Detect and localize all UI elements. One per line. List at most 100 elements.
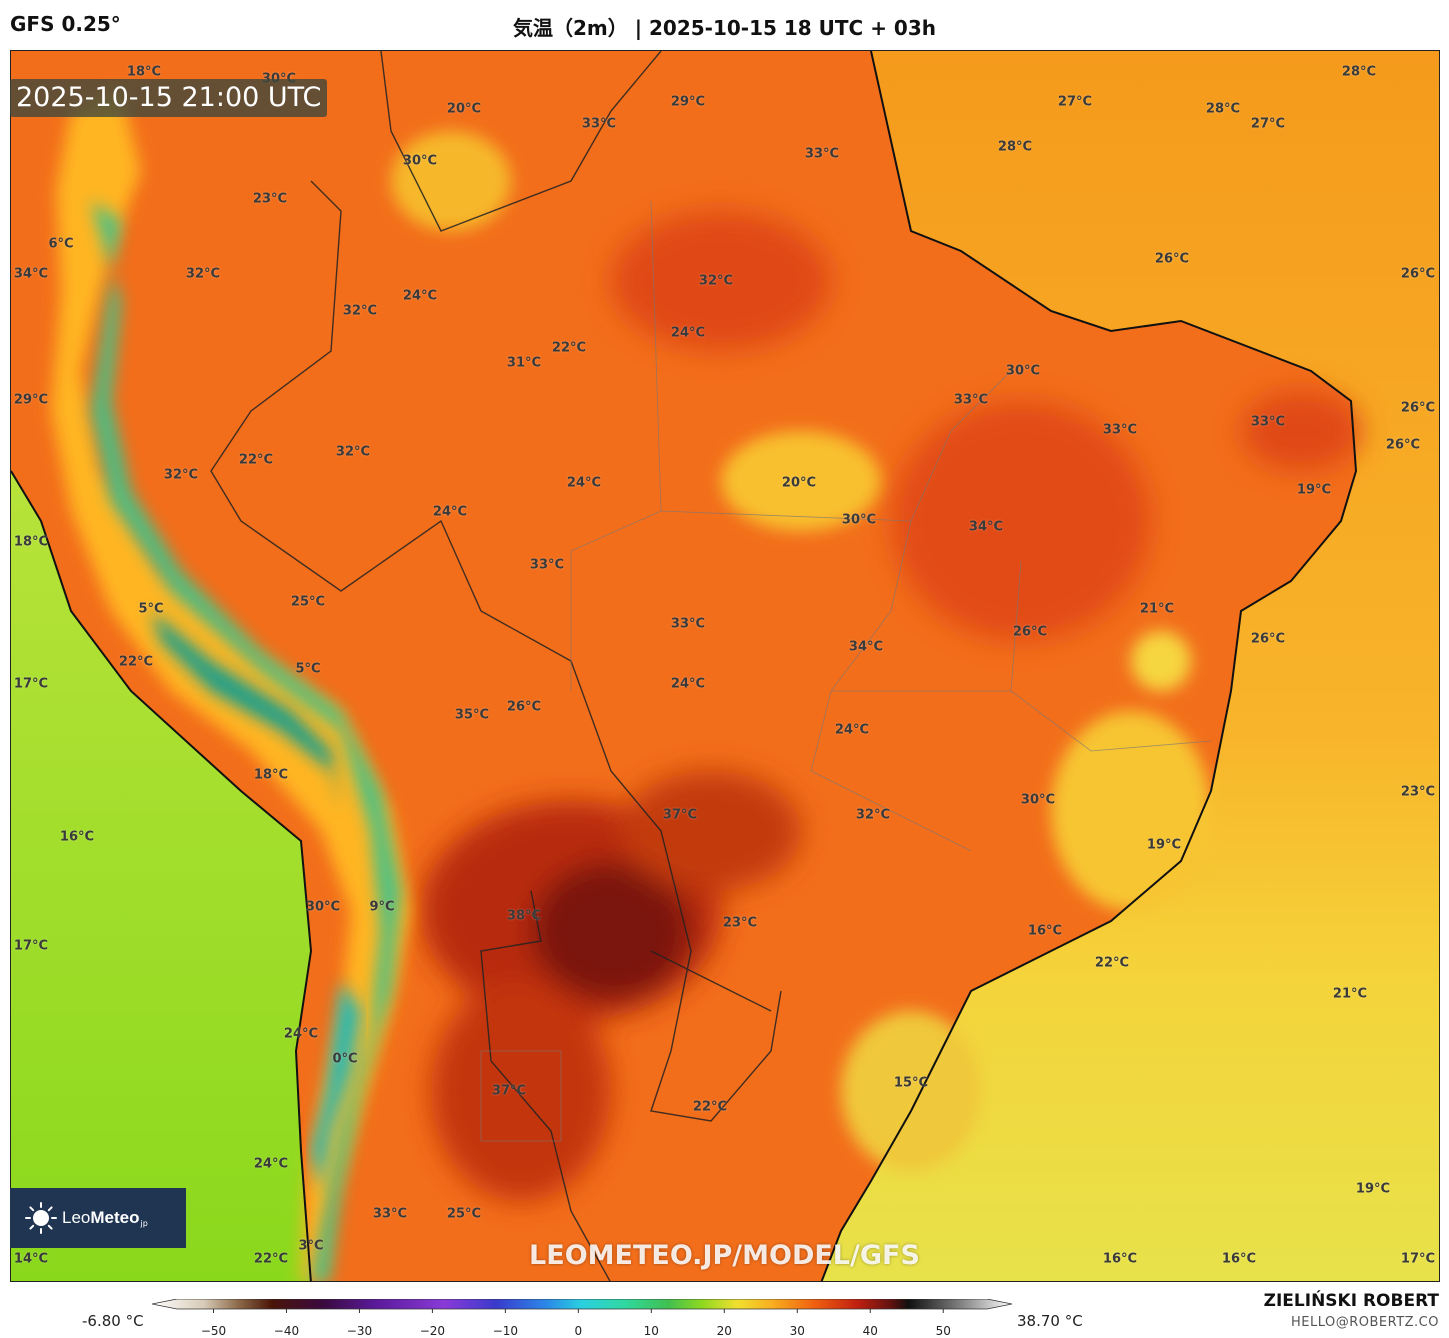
- legend-tick-label: −10: [492, 1324, 519, 1338]
- temp-label: 20°C: [781, 475, 817, 491]
- temp-label: 9°C: [369, 899, 395, 915]
- pacific-ocean: [11, 471, 311, 1281]
- legend-tick-label: 30: [789, 1324, 805, 1338]
- map-title: 気温（2m） | 2025-10-15 18 UTC + 03h: [513, 16, 936, 40]
- temp-label: 32°C: [698, 273, 734, 289]
- author-email[interactable]: HELLO@ROBERTZ.CO: [1290, 1315, 1439, 1330]
- temp-label: 29°C: [13, 392, 49, 408]
- temp-label: 32°C: [185, 266, 221, 282]
- temp-label: 24°C: [283, 1026, 319, 1042]
- temp-label: 33°C: [804, 146, 840, 162]
- temp-label: 18°C: [13, 534, 49, 550]
- temp-label: 30°C: [1005, 363, 1041, 379]
- temp-label: 22°C: [1094, 955, 1130, 971]
- temp-label: 29°C: [670, 94, 706, 110]
- temp-label: 33°C: [529, 557, 565, 573]
- temp-label: 33°C: [953, 392, 989, 408]
- temp-label: 33°C: [1102, 422, 1138, 438]
- temp-label: 19°C: [1296, 482, 1332, 498]
- temp-label: 21°C: [1332, 986, 1368, 1002]
- temp-label: 28°C: [1341, 64, 1377, 80]
- temp-label: 26°C: [1154, 251, 1190, 267]
- temp-label: 38°C: [506, 908, 542, 924]
- legend-tick-label: −20: [419, 1324, 446, 1338]
- temp-label: 16°C: [1221, 1251, 1257, 1267]
- color-legend: -6.80 °C: [0, 1290, 1449, 1338]
- legend-max-value: 38.70 °C: [1017, 1312, 1083, 1330]
- temp-label: 19°C: [1146, 837, 1182, 853]
- legend-tick-label: 20: [716, 1324, 732, 1338]
- temp-label: 24°C: [670, 676, 706, 692]
- temp-label: 14°C: [13, 1251, 49, 1267]
- temp-label: 33°C: [670, 616, 706, 632]
- temp-label: 22°C: [551, 340, 587, 356]
- model-label: GFS 0.25°: [10, 12, 121, 36]
- legend-tick-label: −30: [346, 1324, 373, 1338]
- temp-label: 32°C: [342, 303, 378, 319]
- temp-label: 23°C: [1400, 784, 1436, 800]
- temp-label: 19°C: [1355, 1181, 1391, 1197]
- temp-label: 24°C: [566, 475, 602, 491]
- watermark-url: LEOMETEO.JP/MODEL/GFS: [529, 1240, 920, 1271]
- temp-label: 5°C: [295, 661, 321, 677]
- temp-label: 30°C: [841, 512, 877, 528]
- temperature-map[interactable]: 18°C 30°C 20°C 33°C 29°C 33°C 27°C 28°C …: [10, 50, 1440, 1282]
- temp-label: 17°C: [1400, 1251, 1436, 1267]
- temp-label: 24°C: [834, 722, 870, 738]
- temp-label: 30°C: [402, 153, 438, 169]
- sun-icon: [25, 1202, 57, 1234]
- temp-label: 23°C: [722, 915, 758, 931]
- temp-label: 30°C: [1020, 792, 1056, 808]
- header: GFS 0.25° 気温（2m） | 2025-10-15 18 UTC + 0…: [0, 0, 1449, 50]
- legend-tick-label: −40: [273, 1324, 300, 1338]
- temp-label: 22°C: [253, 1251, 289, 1267]
- legend-tick-label: −50: [200, 1324, 227, 1338]
- temp-label: 32°C: [335, 444, 371, 460]
- temp-label: 34°C: [848, 639, 884, 655]
- temp-label: 22°C: [692, 1099, 728, 1115]
- temp-label: 20°C: [446, 101, 482, 117]
- temp-label: 24°C: [670, 325, 706, 341]
- logo-suffix: jp: [140, 1219, 148, 1228]
- temp-label: 26°C: [1012, 624, 1048, 640]
- temp-label: 18°C: [126, 64, 162, 80]
- temp-label: 24°C: [402, 288, 438, 304]
- temp-label: 34°C: [13, 266, 49, 282]
- temp-label: 16°C: [1027, 923, 1063, 939]
- temp-label: 16°C: [59, 829, 95, 845]
- temp-label: 26°C: [1250, 631, 1286, 647]
- temp-label: 24°C: [253, 1156, 289, 1172]
- temp-label: 31°C: [506, 355, 542, 371]
- temp-label: 33°C: [1250, 414, 1286, 430]
- temp-label: 3°C: [298, 1238, 324, 1254]
- temp-label: 28°C: [1205, 101, 1241, 117]
- temp-label: 33°C: [372, 1206, 408, 1222]
- temp-label: 27°C: [1250, 116, 1286, 132]
- temp-label: 25°C: [290, 594, 326, 610]
- temp-label: 17°C: [13, 676, 49, 692]
- valid-time-badge: 2025-10-15 21:00 UTC: [10, 79, 328, 117]
- author-name: ZIELIŃSKI ROBERT: [1263, 1291, 1439, 1311]
- temp-label: 32°C: [163, 467, 199, 483]
- temp-label: 37°C: [491, 1083, 527, 1099]
- temp-label: 18°C: [253, 767, 289, 783]
- temp-label: 26°C: [1385, 437, 1421, 453]
- temp-label: 0°C: [332, 1051, 358, 1067]
- temp-label: 23°C: [252, 191, 288, 207]
- temp-label: 17°C: [13, 938, 49, 954]
- legend-tick-label: 40: [862, 1324, 878, 1338]
- temp-label: 21°C: [1139, 601, 1175, 617]
- logo-wordmark: LeoMeteo: [62, 1208, 140, 1227]
- temp-label: 35°C: [454, 707, 490, 723]
- temp-label: 32°C: [855, 807, 891, 823]
- temp-label: 24°C: [432, 504, 468, 520]
- temp-label: 5°C: [138, 601, 164, 617]
- temp-label: 15°C: [893, 1075, 929, 1091]
- leometeo-logo[interactable]: LeoMeteo jp: [10, 1188, 186, 1248]
- legend-tick-label: 10: [643, 1324, 659, 1338]
- temp-label: 26°C: [1400, 400, 1436, 416]
- temp-label: 34°C: [968, 519, 1004, 535]
- temp-label: 6°C: [48, 236, 74, 252]
- temp-label: 30°C: [305, 899, 341, 915]
- temp-label: 26°C: [506, 699, 542, 715]
